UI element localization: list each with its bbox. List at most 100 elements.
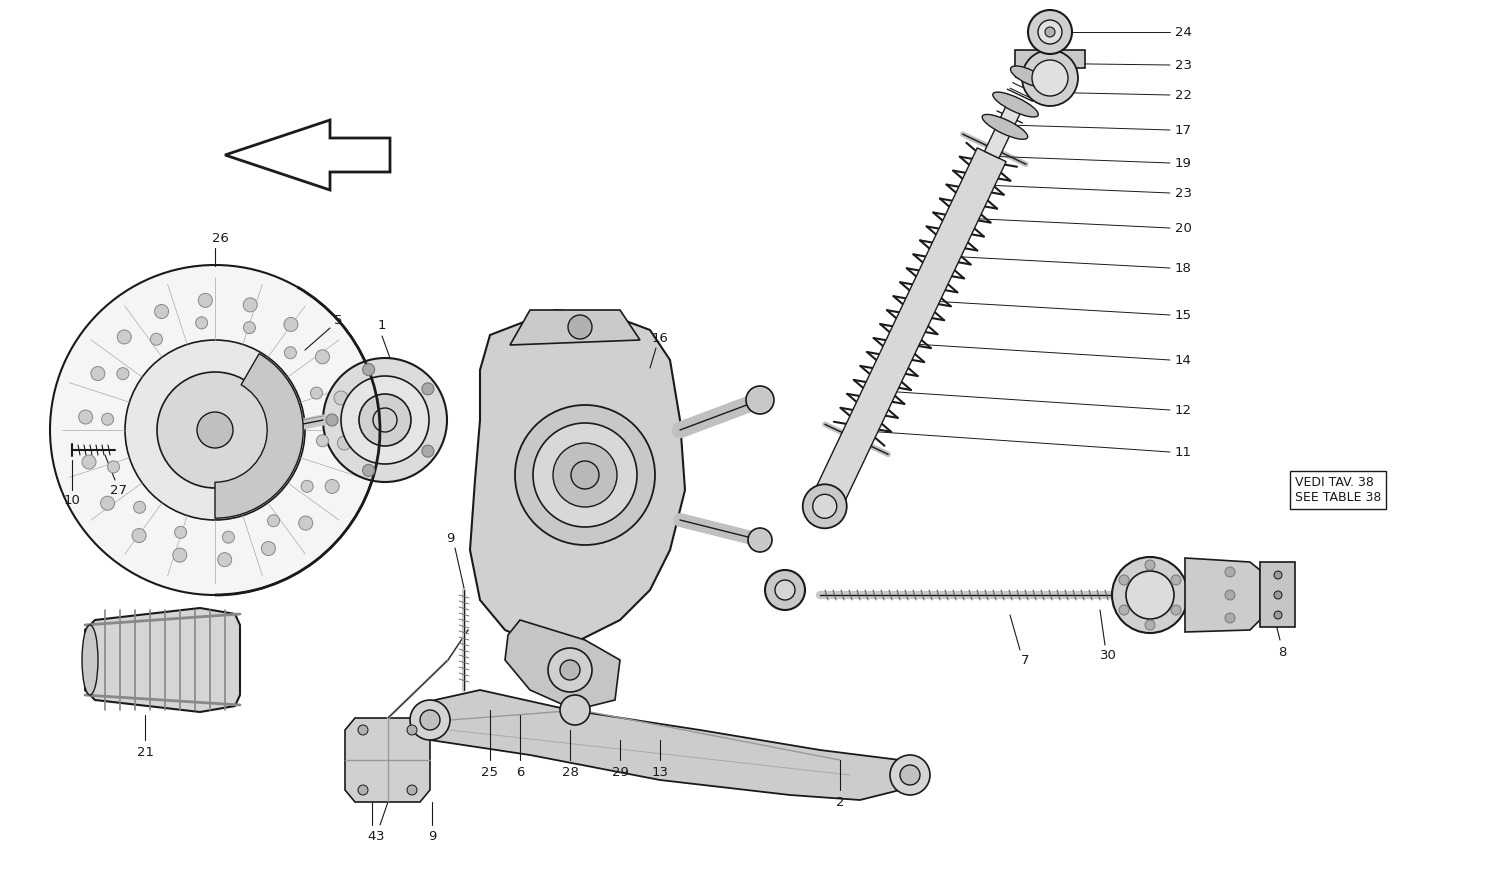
Text: 4: 4 [368,830,376,843]
Circle shape [890,755,930,795]
Text: 26: 26 [211,232,228,244]
Circle shape [1126,571,1174,619]
Text: 25: 25 [482,765,498,779]
Text: 16: 16 [651,331,669,345]
Circle shape [284,317,298,331]
Circle shape [134,502,146,513]
Bar [1016,50,1084,68]
Circle shape [298,516,312,530]
Ellipse shape [1011,66,1047,87]
Text: 9: 9 [446,532,454,544]
Circle shape [406,725,417,735]
Ellipse shape [82,625,98,695]
Text: 21: 21 [136,746,153,758]
Text: 13: 13 [651,765,669,779]
Circle shape [422,383,434,395]
Circle shape [100,496,114,511]
Circle shape [554,443,616,507]
Circle shape [813,495,837,519]
Circle shape [267,515,279,527]
Polygon shape [416,690,920,800]
Circle shape [776,580,795,600]
Text: 23: 23 [1174,186,1192,200]
Polygon shape [470,310,686,645]
Circle shape [316,435,328,446]
Text: 30: 30 [1100,649,1116,661]
Circle shape [1038,20,1062,44]
Circle shape [326,414,338,426]
Circle shape [285,347,297,359]
Circle shape [132,528,146,543]
Circle shape [174,527,186,538]
Circle shape [358,785,368,795]
Polygon shape [510,310,640,345]
Text: 24: 24 [1174,26,1192,38]
Circle shape [358,394,411,446]
Circle shape [1172,575,1180,585]
Circle shape [548,648,592,692]
Circle shape [150,333,162,345]
Circle shape [1226,590,1234,600]
Circle shape [326,479,339,494]
Circle shape [117,368,129,380]
Circle shape [302,480,313,493]
Text: 27: 27 [110,484,126,496]
Circle shape [340,376,429,464]
Circle shape [1119,605,1130,615]
Circle shape [222,531,234,544]
Circle shape [108,461,120,473]
Text: 29: 29 [612,765,628,779]
Circle shape [1226,613,1234,623]
Polygon shape [86,608,240,712]
Circle shape [363,464,375,477]
Text: 17: 17 [1174,124,1192,136]
Circle shape [358,725,368,735]
Circle shape [310,387,322,399]
Circle shape [406,785,417,795]
Circle shape [1226,567,1234,577]
Text: 3: 3 [376,830,384,843]
Text: 2: 2 [836,796,844,808]
Circle shape [1172,605,1180,615]
Polygon shape [345,718,430,802]
Circle shape [92,366,105,380]
Circle shape [1119,575,1130,585]
Polygon shape [1185,558,1260,632]
Circle shape [900,765,920,785]
Text: 14: 14 [1174,354,1192,366]
Text: 9: 9 [427,830,436,843]
Circle shape [154,305,168,318]
Circle shape [315,350,330,364]
Circle shape [746,386,774,414]
Circle shape [124,340,304,520]
Circle shape [195,317,207,329]
Ellipse shape [993,92,1038,117]
Text: 11: 11 [1174,446,1192,459]
Text: 23: 23 [1174,59,1192,71]
Polygon shape [810,148,1006,513]
Circle shape [802,485,846,528]
Circle shape [748,528,772,552]
Circle shape [243,322,255,333]
Circle shape [765,570,806,610]
Circle shape [261,542,276,555]
Circle shape [422,446,434,457]
Text: 8: 8 [1278,645,1286,658]
Circle shape [1112,557,1188,633]
Circle shape [363,364,375,376]
Text: 6: 6 [516,765,524,779]
Circle shape [102,413,114,425]
Circle shape [82,455,96,469]
Text: 12: 12 [1174,404,1192,416]
Text: 20: 20 [1174,222,1192,234]
Circle shape [338,436,351,450]
Circle shape [78,410,93,424]
Circle shape [1274,571,1282,579]
Circle shape [410,700,450,740]
Text: 28: 28 [561,765,579,779]
Circle shape [117,330,132,344]
Circle shape [50,265,380,595]
Circle shape [334,391,348,405]
Circle shape [1022,50,1078,106]
Text: 22: 22 [1174,88,1192,102]
